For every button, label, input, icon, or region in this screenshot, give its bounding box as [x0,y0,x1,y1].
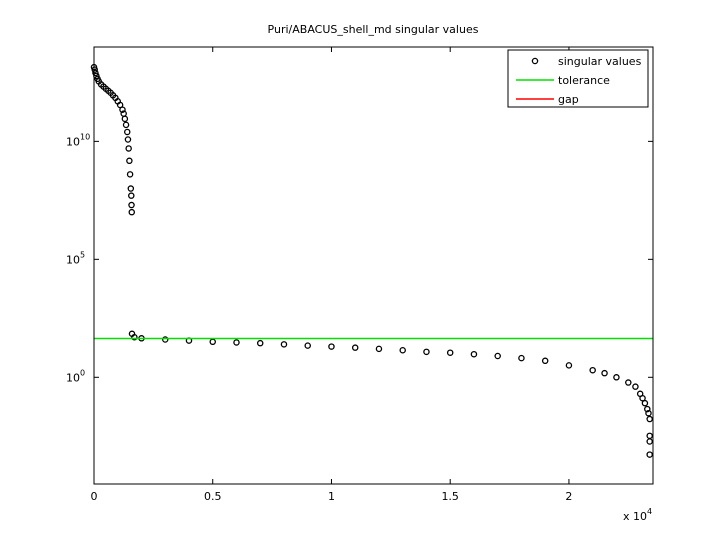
point [639,394,646,402]
point [601,369,608,377]
point [646,451,653,458]
point [124,136,132,143]
tick-base: 10 [66,135,80,148]
point [446,349,454,356]
chart-title: Puri/ABACUS_shell_md singular values [268,23,479,36]
point [92,69,99,77]
x-tick-label: 1 [328,490,335,503]
point [589,366,596,374]
tick-power: 5 [80,250,85,259]
point [645,409,652,417]
point [233,339,240,346]
tick-base: 10 [66,371,80,384]
point [119,106,126,113]
point [280,341,288,348]
point [122,121,130,129]
multiplier-base: x 10 [623,510,647,523]
point [128,192,135,199]
point [121,115,129,123]
point [641,399,649,407]
point [494,352,501,360]
legend-label: tolerance [558,74,610,87]
multiplier-power: 4 [647,507,652,516]
legend-label: gap [558,93,579,106]
point [644,405,651,413]
point [632,383,639,390]
point [518,354,525,362]
point [91,66,98,73]
point [625,379,632,386]
point [127,185,135,192]
point [128,201,135,209]
point [423,348,430,356]
x-tick-label: 0.5 [204,490,222,503]
tick-base: 10 [66,253,80,266]
x-tick-label: 1.5 [441,490,459,503]
point [256,339,264,347]
legend-marker [531,57,539,65]
x-tick-label: 2 [565,490,572,503]
point [328,343,335,350]
point [541,357,549,365]
point [123,128,131,136]
point [161,336,169,343]
legend-label: singular values [558,55,642,68]
plot-frame [93,46,654,485]
tick-power: 10 [80,132,90,141]
point [613,374,620,381]
legend-box [507,49,649,108]
point [125,145,132,152]
point [646,415,653,423]
x-tick-label: 0 [91,490,98,503]
point [375,345,383,353]
point [646,438,653,445]
point [565,362,573,369]
y-tick-label: 100 [66,368,85,384]
y-tick-label: 1010 [66,132,90,148]
point [128,208,136,216]
y-tick-label: 105 [66,250,85,266]
point [126,171,134,178]
tick-power: 0 [80,368,85,377]
x-multiplier: x 104 [623,507,652,523]
point [399,347,406,354]
point [126,157,133,165]
point [304,342,311,349]
point [470,350,478,358]
point [131,333,138,341]
point [351,344,359,351]
